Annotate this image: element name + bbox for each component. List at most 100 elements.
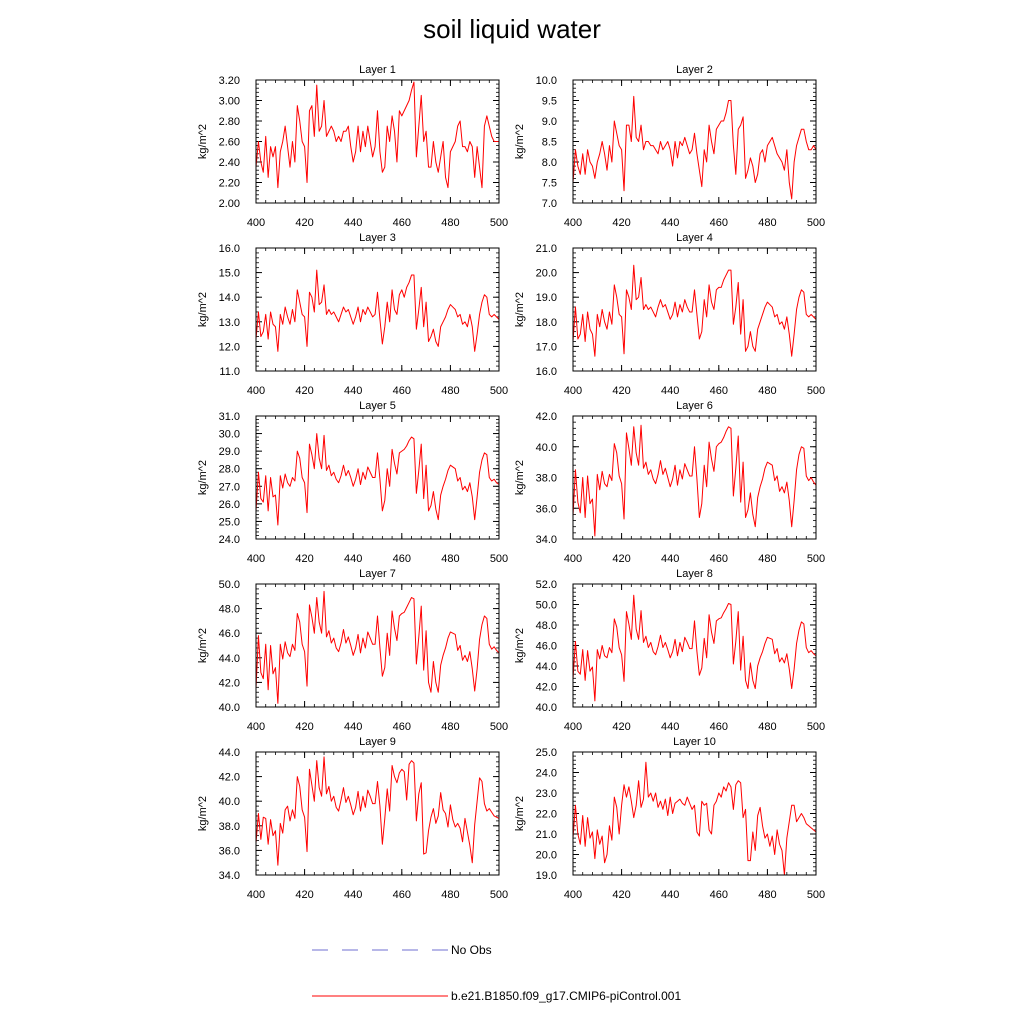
y-tick-label: 52.0 bbox=[536, 579, 557, 591]
x-tick-label: 460 bbox=[710, 889, 728, 901]
x-tick-label: 500 bbox=[807, 721, 825, 733]
x-tick-label: 500 bbox=[490, 217, 508, 229]
x-tick-label: 480 bbox=[758, 721, 776, 733]
y-tick-label: 21.0 bbox=[536, 829, 557, 841]
y-axis-label: kg/m^2 bbox=[514, 124, 526, 159]
x-tick-label: 480 bbox=[758, 889, 776, 901]
plot-frame bbox=[572, 751, 817, 876]
y-tick-label: 46.0 bbox=[536, 641, 557, 653]
y-tick-label: 31.0 bbox=[219, 411, 240, 423]
y-tick-label: 19.0 bbox=[536, 292, 557, 304]
panel-title: Layer 8 bbox=[676, 568, 713, 580]
panel-layer-3: Layer 3 kg/m^2 400 420 440 460 480 500 11.0 12.0 1… bbox=[197, 232, 508, 397]
y-tick-label: 23.0 bbox=[536, 788, 557, 800]
panel-title: Layer 10 bbox=[673, 736, 716, 748]
x-tick-label: 440 bbox=[661, 385, 679, 397]
series-line bbox=[572, 95, 817, 200]
y-axis-label: kg/m^2 bbox=[197, 628, 209, 663]
x-tick-label: 420 bbox=[295, 553, 313, 565]
x-tick-label: 440 bbox=[661, 553, 679, 565]
y-tick-label: 44.0 bbox=[219, 747, 240, 759]
panel-layer-4: Layer 4 kg/m^2 400 420 440 460 480 500 16.0 17.0 1… bbox=[514, 232, 825, 397]
y-tick-label: 40.0 bbox=[536, 442, 557, 454]
y-tick-label: 2.40 bbox=[219, 157, 240, 169]
y-tick-label: 38.0 bbox=[536, 473, 557, 485]
plot-frame bbox=[572, 415, 817, 540]
panel-layer-9: Layer 9 kg/m^2 400 420 440 460 480 500 34.0 36.0 3… bbox=[197, 736, 508, 901]
x-tick-label: 460 bbox=[393, 721, 411, 733]
x-tick-label: 460 bbox=[393, 217, 411, 229]
y-tick-label: 2.20 bbox=[219, 178, 240, 190]
x-tick-label: 480 bbox=[758, 385, 776, 397]
x-tick-label: 480 bbox=[441, 385, 459, 397]
y-tick-label: 16.0 bbox=[219, 243, 240, 255]
panel-layer-5: Layer 5 kg/m^2 400 420 440 460 480 500 24.0 25.0 2… bbox=[197, 400, 508, 565]
panel-title: Layer 6 bbox=[676, 400, 713, 412]
x-tick-label: 420 bbox=[612, 385, 630, 397]
y-tick-label: 15.0 bbox=[219, 268, 240, 280]
series-line bbox=[572, 761, 817, 876]
y-tick-label: 21.0 bbox=[536, 243, 557, 255]
x-tick-label: 420 bbox=[612, 721, 630, 733]
panel-title: Layer 2 bbox=[676, 64, 713, 76]
panel-title: Layer 5 bbox=[359, 400, 396, 412]
y-tick-label: 42.0 bbox=[536, 411, 557, 423]
x-tick-label: 460 bbox=[710, 217, 728, 229]
y-tick-label: 38.0 bbox=[219, 821, 240, 833]
y-tick-label: 40.0 bbox=[219, 702, 240, 714]
x-tick-label: 500 bbox=[807, 217, 825, 229]
x-tick-label: 440 bbox=[661, 889, 679, 901]
series-line bbox=[255, 433, 500, 526]
x-tick-label: 460 bbox=[710, 385, 728, 397]
x-tick-label: 420 bbox=[295, 889, 313, 901]
panel-layer-10: Layer 10 kg/m^2 400 420 440 460 480 500 19.0 20.0… bbox=[514, 736, 825, 901]
y-tick-label: 50.0 bbox=[219, 579, 240, 591]
y-tick-label: 26.0 bbox=[219, 499, 240, 511]
plot-frame bbox=[255, 247, 500, 372]
y-tick-label: 48.0 bbox=[536, 620, 557, 632]
x-tick-label: 480 bbox=[441, 217, 459, 229]
y-tick-label: 46.0 bbox=[219, 628, 240, 640]
plot-frame bbox=[572, 247, 817, 372]
x-tick-label: 440 bbox=[661, 721, 679, 733]
panel-layer-1: Layer 1 kg/m^2 400 420 440 460 480 500 2.00 2.20 2… bbox=[197, 64, 508, 229]
x-tick-label: 400 bbox=[247, 721, 265, 733]
y-tick-label: 28.0 bbox=[219, 464, 240, 476]
y-tick-label: 50.0 bbox=[536, 600, 557, 612]
x-tick-label: 400 bbox=[564, 889, 582, 901]
legend-label-no-obs: No Obs bbox=[451, 943, 492, 957]
y-axis-label: kg/m^2 bbox=[197, 796, 209, 831]
y-tick-label: 29.0 bbox=[219, 446, 240, 458]
x-tick-label: 420 bbox=[612, 889, 630, 901]
x-tick-label: 400 bbox=[247, 553, 265, 565]
panel-title: Layer 3 bbox=[359, 232, 396, 244]
plot-frame bbox=[255, 751, 500, 876]
y-tick-label: 2.60 bbox=[219, 137, 240, 149]
x-tick-label: 500 bbox=[807, 385, 825, 397]
plot-frame bbox=[572, 79, 817, 204]
y-tick-label: 11.0 bbox=[219, 366, 240, 378]
x-tick-label: 500 bbox=[807, 889, 825, 901]
y-tick-label: 9.0 bbox=[542, 116, 557, 128]
y-axis-label: kg/m^2 bbox=[514, 796, 526, 831]
y-axis-label: kg/m^2 bbox=[514, 460, 526, 495]
legend: No Obs b.e21.B1850.f09_g17.CMIP6-piContro… bbox=[312, 943, 681, 1003]
y-tick-label: 25.0 bbox=[536, 747, 557, 759]
x-tick-label: 480 bbox=[758, 553, 776, 565]
series-line bbox=[255, 756, 500, 866]
x-tick-label: 440 bbox=[661, 217, 679, 229]
y-axis-label: kg/m^2 bbox=[197, 460, 209, 495]
y-tick-label: 34.0 bbox=[536, 534, 557, 546]
y-tick-label: 24.0 bbox=[219, 534, 240, 546]
y-tick-label: 22.0 bbox=[536, 809, 557, 821]
x-tick-label: 440 bbox=[344, 553, 362, 565]
y-tick-label: 7.5 bbox=[542, 178, 557, 190]
series-line bbox=[255, 81, 499, 189]
y-tick-label: 2.80 bbox=[219, 116, 240, 128]
panel-layer-8: Layer 8 kg/m^2 400 420 440 460 480 500 40.0 42.0 4… bbox=[514, 568, 825, 733]
y-tick-label: 7.0 bbox=[542, 198, 557, 210]
x-tick-label: 440 bbox=[344, 385, 362, 397]
legend-label-model: b.e21.B1850.f09_g17.CMIP6-piControl.001 bbox=[451, 989, 681, 1003]
plot-frame bbox=[255, 583, 500, 708]
